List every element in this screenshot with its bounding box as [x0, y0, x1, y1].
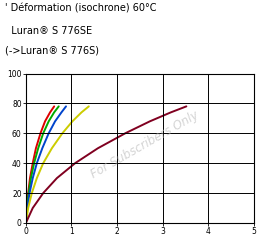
Text: ' Déformation (isochrone) 60°C: ' Déformation (isochrone) 60°C	[5, 4, 157, 14]
Text: For Subscribers Only: For Subscribers Only	[88, 109, 201, 182]
Text: (->Luran® S 776S): (->Luran® S 776S)	[5, 45, 99, 55]
Text: Luran® S 776SE: Luran® S 776SE	[5, 26, 92, 36]
